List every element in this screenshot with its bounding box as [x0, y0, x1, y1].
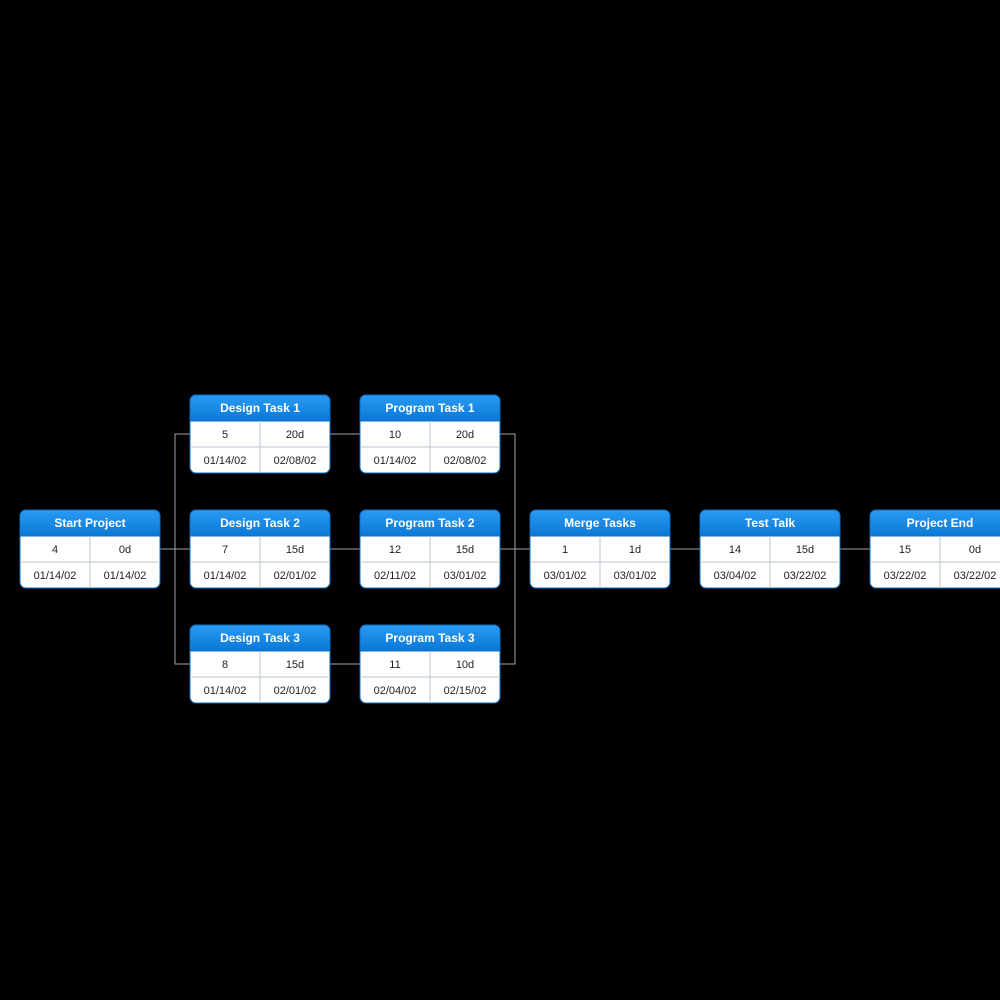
node-merge[interactable]: Merge Tasks 1 1d 03/01/02 03/01/02	[530, 510, 670, 588]
node-d3[interactable]: Design Task 3 8 15d 01/14/02 02/01/02	[190, 625, 330, 703]
node-duration-cell: 20d	[456, 429, 474, 441]
node-id-cell: 15	[899, 544, 911, 556]
edge	[160, 549, 190, 664]
node-title: Design Task 1	[220, 401, 300, 415]
node-title: Merge Tasks	[564, 516, 636, 530]
edge	[500, 434, 530, 549]
node-end-date-cell: 02/08/02	[274, 455, 317, 467]
edge	[160, 434, 190, 549]
node-title: Test Talk	[745, 516, 796, 530]
node-title: Project End	[907, 516, 974, 530]
node-p1[interactable]: Program Task 1 10 20d 01/14/02 02/08/02	[360, 395, 500, 473]
node-start-date-cell: 03/04/02	[714, 570, 757, 582]
node-end-date-cell: 02/08/02	[444, 455, 487, 467]
node-title: Program Task 2	[385, 516, 474, 530]
node-start-date-cell: 03/01/02	[544, 570, 587, 582]
node-end-date-cell: 02/01/02	[274, 570, 317, 582]
node-start-date-cell: 01/14/02	[204, 570, 247, 582]
node-end-date-cell: 02/01/02	[274, 685, 317, 697]
node-start-date-cell: 01/14/02	[204, 685, 247, 697]
node-id-cell: 10	[389, 429, 401, 441]
node-duration-cell: 10d	[456, 659, 474, 671]
node-title: Design Task 2	[220, 516, 300, 530]
node-test[interactable]: Test Talk 14 15d 03/04/02 03/22/02	[700, 510, 840, 588]
node-id-cell: 12	[389, 544, 401, 556]
node-p3[interactable]: Program Task 3 11 10d 02/04/02 02/15/02	[360, 625, 500, 703]
node-end-date-cell: 01/14/02	[104, 570, 147, 582]
node-title: Program Task 1	[385, 401, 474, 415]
node-end[interactable]: Project End 15 0d 03/22/02 03/22/02	[870, 510, 1000, 588]
node-duration-cell: 0d	[119, 544, 131, 556]
node-id-cell: 14	[729, 544, 741, 556]
node-start-date-cell: 01/14/02	[34, 570, 77, 582]
node-end-date-cell: 03/22/02	[784, 570, 827, 582]
node-id-cell: 5	[222, 429, 228, 441]
node-id-cell: 8	[222, 659, 228, 671]
node-title: Design Task 3	[220, 631, 300, 645]
node-p2[interactable]: Program Task 2 12 15d 02/11/02 03/01/02	[360, 510, 500, 588]
node-end-date-cell: 02/15/02	[444, 685, 487, 697]
node-duration-cell: 15d	[286, 544, 304, 556]
node-duration-cell: 1d	[629, 544, 641, 556]
node-start-date-cell: 01/14/02	[374, 455, 417, 467]
node-start-date-cell: 01/14/02	[204, 455, 247, 467]
node-start-date-cell: 03/22/02	[884, 570, 927, 582]
edge	[500, 549, 530, 664]
node-id-cell: 4	[52, 544, 58, 556]
node-end-date-cell: 03/01/02	[444, 570, 487, 582]
node-duration-cell: 15d	[286, 659, 304, 671]
node-duration-cell: 15d	[456, 544, 474, 556]
node-d2[interactable]: Design Task 2 7 15d 01/14/02 02/01/02	[190, 510, 330, 588]
node-duration-cell: 0d	[969, 544, 981, 556]
node-title: Program Task 3	[385, 631, 474, 645]
node-id-cell: 11	[389, 659, 400, 671]
pert-diagram: Start Project40d01/14/0201/14/02Design T…	[0, 0, 1000, 1000]
node-start[interactable]: Start Project 4 0d 01/14/02 01/14/02	[20, 510, 160, 588]
node-start-date-cell: 02/11/02	[374, 570, 416, 582]
node-duration-cell: 20d	[286, 429, 304, 441]
node-start-date-cell: 02/04/02	[374, 685, 417, 697]
node-duration-cell: 15d	[796, 544, 814, 556]
node-title: Start Project	[54, 516, 125, 530]
node-end-date-cell: 03/22/02	[954, 570, 997, 582]
node-id-cell: 1	[562, 544, 568, 556]
node-id-cell: 7	[222, 544, 228, 556]
node-d1[interactable]: Design Task 1 5 20d 01/14/02 02/08/02	[190, 395, 330, 473]
node-end-date-cell: 03/01/02	[614, 570, 657, 582]
